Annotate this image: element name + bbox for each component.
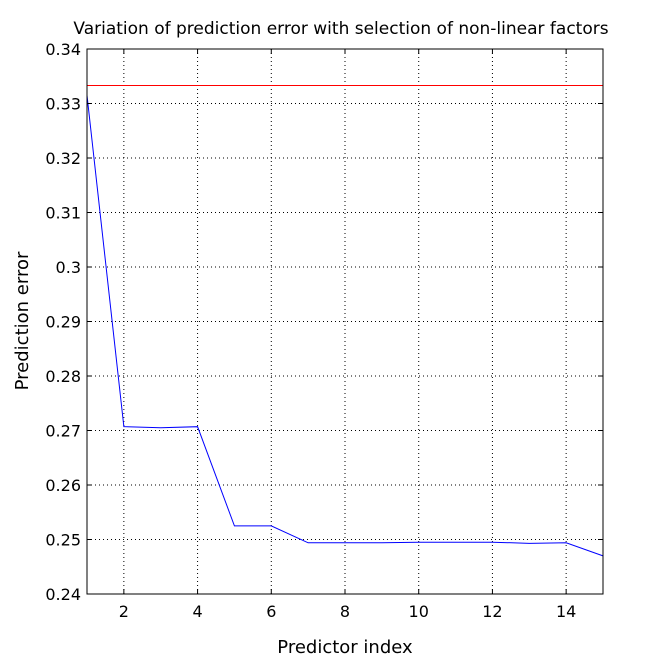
plot-series xyxy=(86,85,604,557)
x-tick-label: 4 xyxy=(192,602,202,621)
y-tick-label: 0.32 xyxy=(45,149,81,168)
y-tick-label: 0.29 xyxy=(45,313,81,332)
y-tick-label: 0.24 xyxy=(45,585,81,604)
x-tick-label: 2 xyxy=(119,602,129,621)
x-tick-label: 6 xyxy=(266,602,276,621)
y-tick-label: 0.28 xyxy=(45,367,81,386)
grid-lines xyxy=(87,49,603,594)
prediction-error-line xyxy=(86,95,604,557)
y-axis-label: Prediction error xyxy=(12,251,33,390)
y-tick-label: 0.26 xyxy=(45,476,81,495)
y-tick-label: 0.27 xyxy=(45,422,81,441)
y-tick-label: 0.31 xyxy=(45,204,81,223)
x-tick-label: 10 xyxy=(409,602,429,621)
axis-ticks: 2 4 6 8 10 12 14 0.24 0.25 0.26 0.27 0.28 0.29 0.3 0.3… xyxy=(45,40,603,621)
x-tick-label: 8 xyxy=(340,602,350,621)
x-axis-label: Predictor index xyxy=(277,637,413,658)
y-tick-label: 0.3 xyxy=(56,258,81,277)
y-tick-label: 0.34 xyxy=(45,40,81,59)
x-tick-label: 14 xyxy=(556,602,576,621)
x-tick-label: 12 xyxy=(482,602,502,621)
y-tick-label: 0.25 xyxy=(45,531,81,550)
chart-title: Variation of prediction error with selec… xyxy=(73,19,608,39)
y-tick-label: 0.33 xyxy=(45,95,81,114)
